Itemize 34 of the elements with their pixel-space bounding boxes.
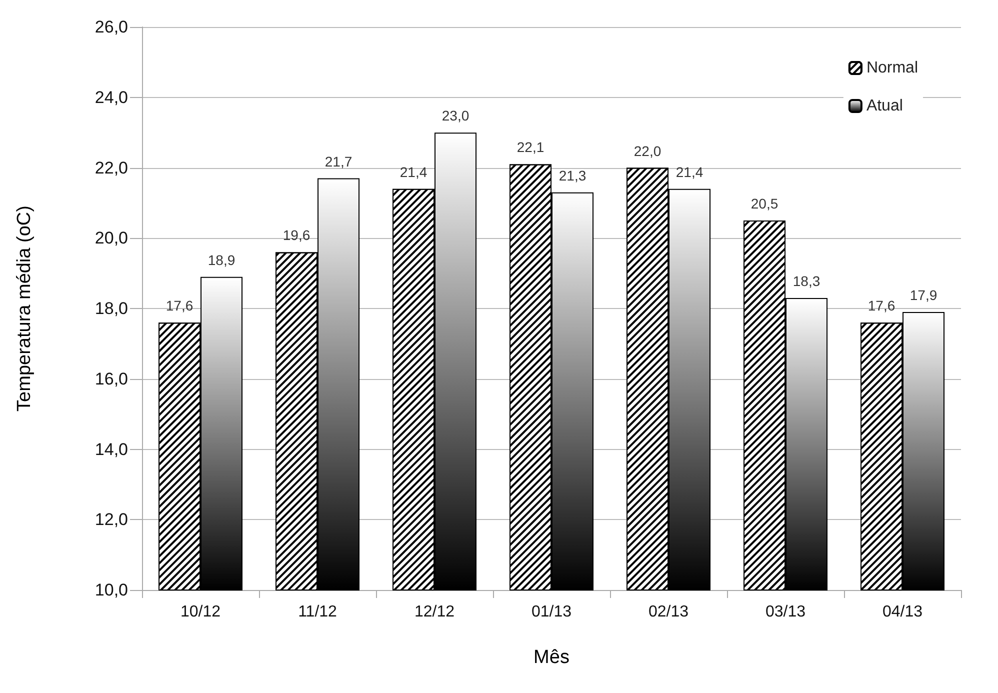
- data-label: 18,9: [208, 252, 236, 268]
- data-label: 21,4: [400, 164, 428, 180]
- x-tick-label: 10/12: [180, 604, 221, 620]
- y-tick-label: 16,0: [94, 369, 128, 388]
- data-label: 19,6: [282, 227, 310, 244]
- y-tick-label: 22,0: [94, 158, 128, 178]
- y-tick-label: 26,0: [94, 18, 128, 36]
- x-tick-label: 03/13: [765, 604, 806, 620]
- data-label: 17,9: [910, 287, 938, 304]
- data-label: 17,6: [868, 298, 896, 314]
- x-axis-title: Mês: [534, 647, 570, 668]
- data-label: 21,7: [324, 153, 352, 170]
- y-tick-label: 10,0: [94, 580, 128, 600]
- data-label: 23,0: [442, 108, 470, 124]
- x-tick-label: 04/13: [882, 604, 923, 620]
- y-tick-label: 14,0: [94, 440, 128, 459]
- y-axis-title: Temperatura média (oC): [14, 206, 35, 412]
- data-label: 18,3: [792, 272, 820, 289]
- data-label: 17,6: [166, 298, 194, 314]
- legend-label: Atual: [866, 98, 903, 114]
- y-tick-label: 18,0: [94, 299, 128, 318]
- y-tick-label: 12,0: [94, 510, 128, 530]
- x-tick-label: 01/13: [531, 604, 572, 620]
- x-tick-label: 12/12: [414, 604, 455, 620]
- x-tick-label: 11/12: [298, 604, 338, 620]
- data-label: 20,5: [750, 196, 778, 212]
- data-label: 22,1: [516, 139, 544, 156]
- y-tick-label: 20,0: [94, 228, 128, 248]
- y-tick-label: 24,0: [94, 88, 128, 107]
- legend-label: Normal: [866, 60, 918, 76]
- x-tick-label: 02/13: [648, 604, 689, 620]
- data-label: 21,3: [558, 167, 586, 184]
- data-label: 22,0: [634, 142, 662, 159]
- data-label: 21,4: [676, 164, 704, 180]
